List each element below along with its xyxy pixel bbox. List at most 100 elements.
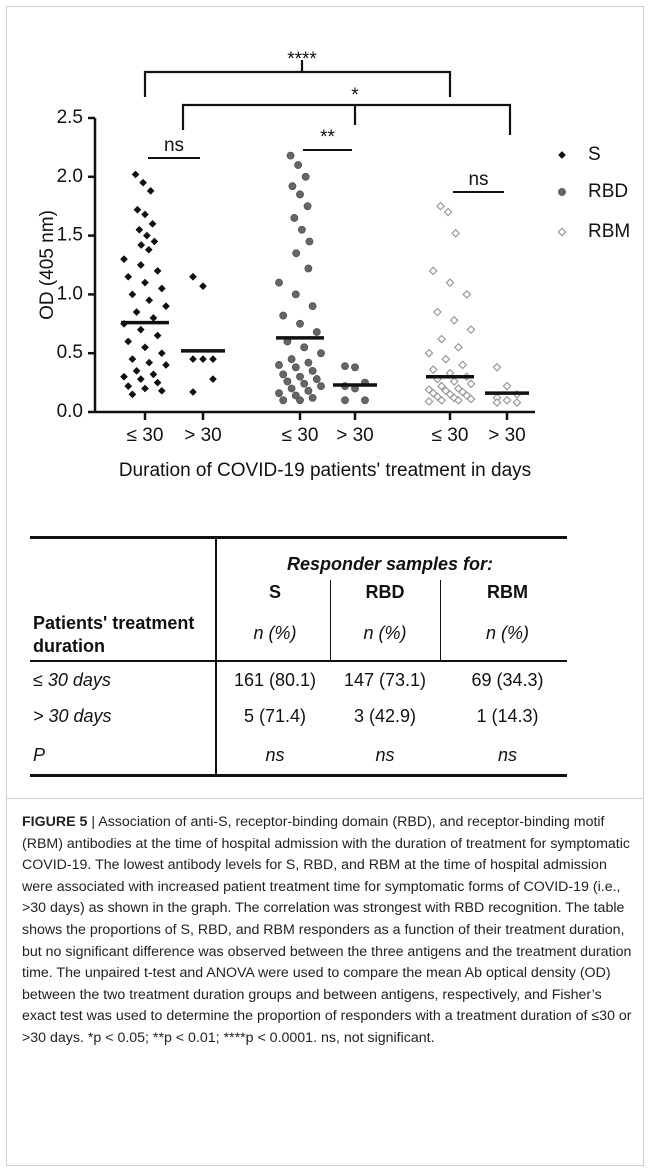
comparison-label: * bbox=[351, 85, 359, 106]
data-point bbox=[291, 290, 300, 299]
data-point bbox=[128, 355, 137, 364]
data-point bbox=[308, 393, 317, 402]
data-point bbox=[492, 398, 502, 408]
data-point bbox=[132, 366, 141, 375]
data-point bbox=[149, 313, 158, 322]
data-point bbox=[437, 381, 447, 391]
data-point bbox=[445, 278, 455, 288]
data-point bbox=[136, 261, 145, 269]
data-point bbox=[557, 227, 567, 237]
data-point bbox=[144, 245, 153, 254]
data-point bbox=[287, 355, 296, 363]
table-cell: ns bbox=[265, 745, 285, 765]
table-rule bbox=[215, 536, 217, 776]
data-point bbox=[287, 384, 296, 393]
data-point bbox=[141, 384, 149, 393]
data-point bbox=[288, 182, 297, 191]
data-point bbox=[292, 249, 301, 258]
data-point bbox=[312, 375, 321, 383]
data-point bbox=[300, 343, 309, 352]
table-cell: P bbox=[33, 745, 46, 765]
data-point bbox=[279, 396, 288, 405]
table-cell: 147 (73.1) bbox=[343, 670, 427, 690]
data-point bbox=[502, 381, 512, 391]
x-tick-label: ≤ 30 bbox=[127, 425, 164, 446]
data-point bbox=[124, 337, 133, 346]
data-point bbox=[312, 328, 321, 336]
data-point bbox=[304, 386, 313, 395]
data-point bbox=[283, 377, 292, 386]
data-point bbox=[301, 172, 310, 181]
data-point bbox=[296, 396, 304, 405]
data-point bbox=[290, 214, 299, 222]
data-point bbox=[437, 334, 447, 344]
data-point bbox=[424, 396, 434, 406]
data-point bbox=[453, 395, 463, 405]
data-point bbox=[341, 396, 349, 405]
chart: OD (405 nm) Duration of COVID-19 patient… bbox=[37, 49, 630, 481]
data-point bbox=[308, 366, 317, 375]
data-point bbox=[153, 266, 162, 275]
data-point bbox=[209, 355, 217, 364]
data-point bbox=[443, 207, 453, 217]
data-point bbox=[162, 361, 170, 369]
data-point bbox=[453, 342, 463, 352]
data-point bbox=[162, 302, 170, 311]
data-point bbox=[157, 386, 166, 395]
data-point bbox=[150, 237, 159, 246]
table-cell: ns bbox=[375, 745, 395, 765]
data-point bbox=[449, 315, 459, 325]
data-point bbox=[428, 266, 438, 276]
table-unit: n (%) bbox=[363, 623, 407, 643]
data-point bbox=[424, 348, 434, 358]
data-point bbox=[492, 362, 502, 372]
data-point bbox=[189, 355, 197, 364]
data-point bbox=[137, 241, 146, 249]
data-point bbox=[132, 308, 141, 316]
data-point bbox=[124, 272, 133, 281]
significance-label: ** bbox=[320, 127, 335, 148]
data-point bbox=[153, 331, 162, 340]
y-tick-label: 0.5 bbox=[57, 342, 83, 363]
legend-label: S bbox=[588, 144, 601, 165]
table-unit: n (%) bbox=[253, 623, 297, 643]
data-point bbox=[146, 186, 155, 195]
table-group-header: Responder samples for: bbox=[286, 554, 494, 574]
y-tick-label: 0.0 bbox=[57, 401, 83, 422]
data-point bbox=[296, 372, 304, 381]
data-point bbox=[149, 370, 158, 379]
data-point bbox=[286, 151, 295, 160]
data-point bbox=[441, 354, 451, 364]
data-point bbox=[275, 389, 283, 398]
data-point bbox=[141, 278, 149, 287]
data-point bbox=[341, 362, 349, 371]
data-point bbox=[153, 378, 162, 387]
table-row-header: Patients' treatment duration bbox=[33, 613, 195, 656]
data-point bbox=[136, 325, 145, 334]
data-point bbox=[305, 237, 314, 246]
data-point bbox=[304, 358, 313, 367]
data-point bbox=[436, 201, 445, 211]
data-point bbox=[437, 395, 447, 405]
data-point bbox=[558, 151, 566, 159]
comparison-label: **** bbox=[287, 49, 317, 70]
comparison-bracket bbox=[181, 103, 512, 135]
data-point bbox=[189, 272, 197, 281]
legend-label: RBM bbox=[588, 221, 630, 242]
table-rule bbox=[330, 580, 331, 660]
table-cell: ns bbox=[497, 745, 517, 765]
data-point bbox=[296, 319, 304, 328]
caption-rule bbox=[6, 798, 644, 799]
data-point bbox=[291, 363, 300, 372]
x-tick-label: > 30 bbox=[488, 425, 526, 446]
table-cell: 161 (80.1) bbox=[233, 670, 317, 690]
data-point bbox=[466, 325, 476, 335]
data-point bbox=[317, 382, 325, 391]
y-axis-label: OD (405 nm) bbox=[37, 210, 58, 320]
data-point bbox=[189, 388, 197, 396]
table-rule bbox=[30, 536, 567, 539]
data-point bbox=[141, 343, 149, 352]
data-point bbox=[145, 296, 154, 305]
data-point bbox=[432, 307, 442, 317]
